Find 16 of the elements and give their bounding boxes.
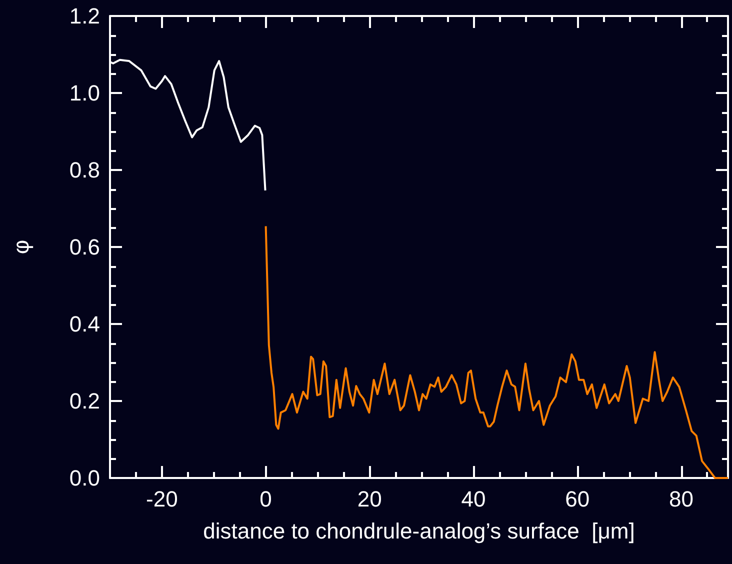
x-tick-label: 60	[565, 486, 590, 512]
x-tick-label: 40	[461, 486, 486, 512]
y-tick-label: 1.0	[69, 80, 100, 106]
y-tick-label: 0.4	[69, 312, 100, 336]
y-axis-title: φ	[8, 240, 34, 254]
x-tick-label: -20	[146, 486, 178, 512]
y-tick-label: 0.2	[69, 388, 100, 414]
y-tick-label: 1.2	[69, 4, 100, 28]
x-tick-label: 80	[669, 486, 694, 512]
x-tick-label: 20	[357, 486, 382, 512]
y-tick-label: 0.0	[69, 466, 100, 490]
line-series	[264, 225, 729, 479]
y-tick-label: 0.6	[69, 234, 100, 260]
x-axis-title: distance to chondrule-analog’s surface [μm]	[203, 518, 635, 544]
x-tick-label: 0	[260, 486, 272, 512]
y-tick-label: 0.8	[69, 158, 100, 182]
